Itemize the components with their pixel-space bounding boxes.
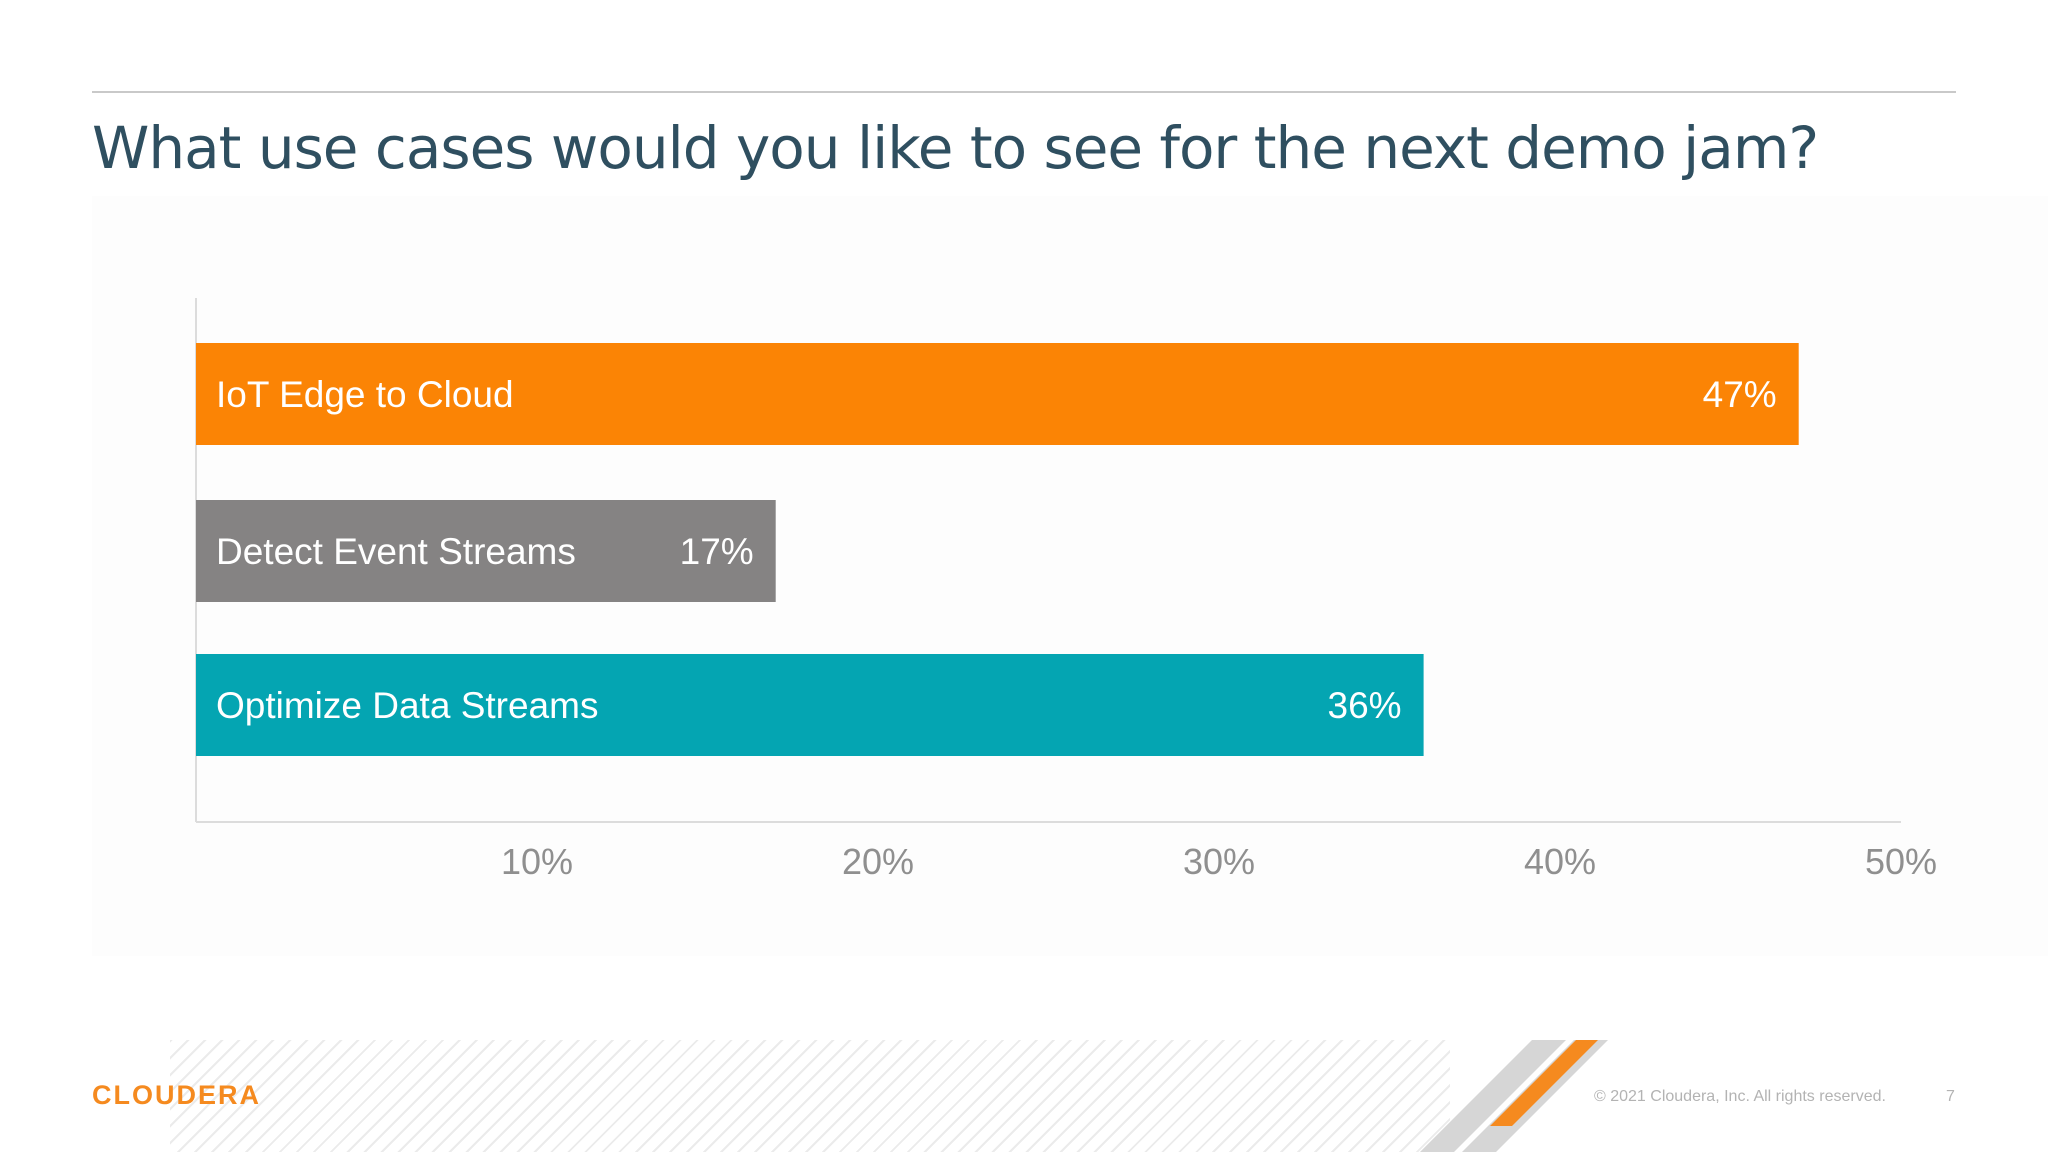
copyright-text: © 2021 Cloudera, Inc. All rights reserve…	[1594, 1088, 1886, 1105]
bar	[196, 654, 1424, 756]
x-tick-label: 30%	[1183, 841, 1255, 882]
top-rule	[92, 91, 1956, 93]
bar-category-label: IoT Edge to Cloud	[216, 374, 514, 415]
bar-value-label: 17%	[680, 531, 754, 572]
slide-title: What use cases would you like to see for…	[92, 114, 1819, 182]
bar	[196, 343, 1799, 445]
x-tick-label: 20%	[842, 841, 914, 882]
bar	[196, 500, 776, 602]
x-tick-label: 40%	[1524, 841, 1596, 882]
cloudera-logo: CLOUDERA	[92, 1080, 261, 1110]
decorative-stripes	[170, 1040, 1450, 1152]
page-number: 7	[1946, 1088, 1955, 1105]
x-tick-label: 10%	[501, 841, 573, 882]
bar-category-label: Optimize Data Streams	[216, 685, 598, 726]
bar-chart-svg: IoT Edge to Cloud 47% Detect Event Streams…	[195, 298, 1937, 882]
bar-category-label: Detect Event Streams	[216, 531, 576, 572]
x-tick-label: 50%	[1865, 841, 1937, 882]
bar-value-label: 36%	[1328, 685, 1402, 726]
bar-chart: IoT Edge to Cloud 47% Detect Event Streams…	[92, 196, 2048, 956]
bar-value-label: 47%	[1703, 374, 1777, 415]
